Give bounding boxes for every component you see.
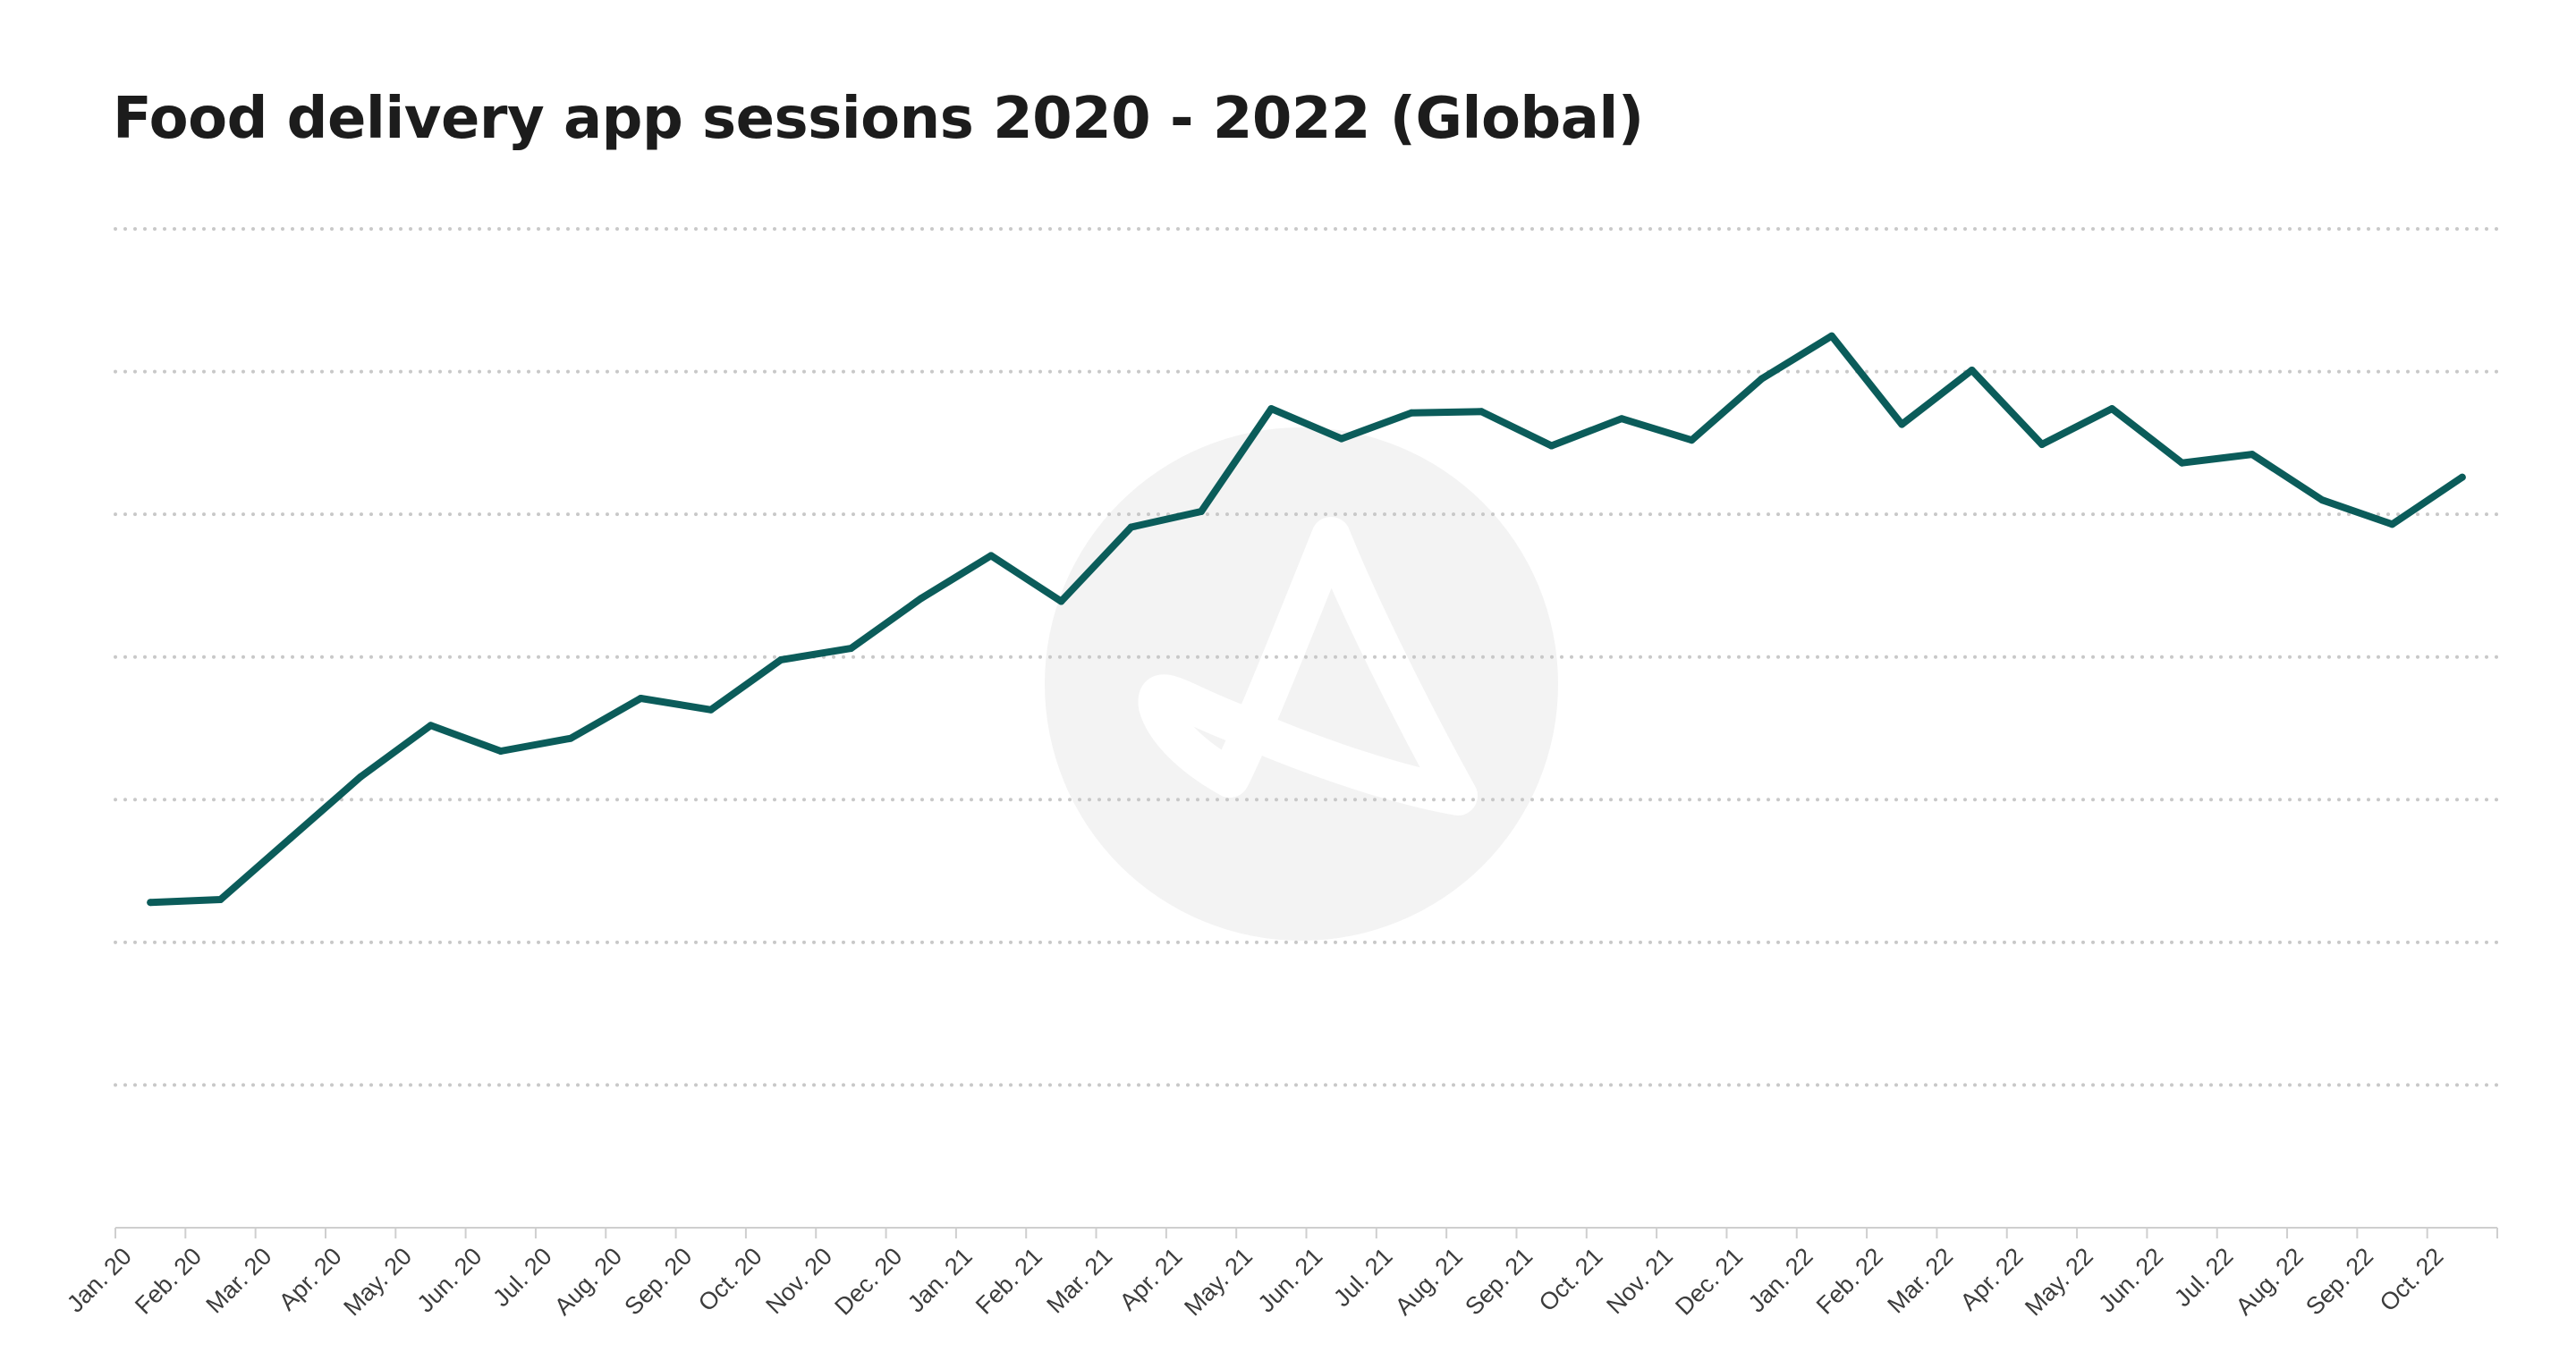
x-tick-label: Jan. 21 bbox=[902, 1243, 978, 1318]
data-point-33 bbox=[2458, 473, 2466, 481]
x-tick-label: Sep. 22 bbox=[2301, 1243, 2378, 1321]
x-tick-label: Jul. 22 bbox=[2169, 1243, 2238, 1312]
x-tick-label: Oct. 21 bbox=[1534, 1243, 1608, 1317]
brand-logo-watermark-icon bbox=[1045, 427, 1558, 941]
x-tick-label: Jul. 21 bbox=[1328, 1243, 1397, 1312]
x-tick-label: Feb. 20 bbox=[130, 1243, 207, 1320]
x-tick-label: Jun. 21 bbox=[1252, 1243, 1327, 1318]
data-point-9 bbox=[777, 655, 785, 663]
data-point-6 bbox=[567, 734, 575, 742]
x-tick-label: Mar. 21 bbox=[1041, 1243, 1117, 1319]
data-point-25 bbox=[1898, 420, 1906, 428]
data-point-0 bbox=[147, 899, 155, 907]
x-tick-label: Aug. 22 bbox=[2231, 1243, 2309, 1321]
x-tick-label: Aug. 20 bbox=[549, 1243, 627, 1321]
data-point-14 bbox=[1127, 523, 1135, 531]
chart-title: Food delivery app sessions 2020 - 2022 (… bbox=[113, 86, 1644, 152]
data-point-31 bbox=[2318, 496, 2326, 504]
data-point-16 bbox=[1267, 405, 1275, 413]
x-tick-label: Sep. 21 bbox=[1460, 1243, 1538, 1321]
x-tick-label: Feb. 22 bbox=[1811, 1243, 1888, 1320]
data-point-28 bbox=[2108, 405, 2116, 413]
x-tick-label: Jan. 22 bbox=[1743, 1243, 1818, 1318]
x-tick-label: May. 20 bbox=[338, 1243, 417, 1322]
data-point-10 bbox=[847, 645, 855, 653]
data-point-5 bbox=[496, 748, 504, 755]
x-tick-label: May. 22 bbox=[2020, 1243, 2098, 1322]
data-point-13 bbox=[1057, 597, 1065, 605]
data-point-21 bbox=[1618, 415, 1625, 423]
data-point-24 bbox=[1827, 332, 1835, 340]
data-point-18 bbox=[1408, 409, 1415, 417]
x-tick-label: May. 21 bbox=[1179, 1243, 1258, 1322]
data-point-23 bbox=[1758, 375, 1766, 383]
data-point-27 bbox=[2038, 441, 2046, 448]
data-point-17 bbox=[1337, 435, 1345, 443]
data-point-12 bbox=[987, 552, 995, 560]
x-tick-label: Jun. 22 bbox=[2093, 1243, 2168, 1318]
data-point-1 bbox=[216, 896, 225, 903]
data-point-8 bbox=[707, 706, 715, 714]
x-tick-label: Aug. 21 bbox=[1390, 1243, 1468, 1321]
data-point-19 bbox=[1478, 408, 1486, 416]
data-point-3 bbox=[357, 773, 365, 781]
x-tick-label: Sep. 20 bbox=[619, 1243, 697, 1321]
x-tick-label: Nov. 21 bbox=[1601, 1243, 1678, 1320]
x-tick-label: Dec. 21 bbox=[1670, 1243, 1748, 1321]
x-tick-label: Dec. 20 bbox=[829, 1243, 907, 1321]
x-tick-label: Jan. 20 bbox=[62, 1243, 137, 1318]
x-tick-label: Mar. 22 bbox=[1882, 1243, 1958, 1319]
data-point-30 bbox=[2248, 451, 2256, 459]
x-tick-label: Apr. 21 bbox=[1114, 1243, 1188, 1316]
x-axis bbox=[114, 1227, 2498, 1238]
x-tick-label: Jul. 20 bbox=[487, 1243, 556, 1312]
data-point-32 bbox=[2388, 520, 2396, 528]
data-point-11 bbox=[917, 595, 925, 603]
x-tick-label: Apr. 20 bbox=[274, 1243, 347, 1316]
series-layer bbox=[147, 332, 2466, 907]
data-point-4 bbox=[427, 722, 435, 730]
data-point-7 bbox=[637, 695, 645, 702]
x-tick-label: Nov. 20 bbox=[760, 1243, 837, 1320]
x-tick-label: Mar. 20 bbox=[201, 1243, 277, 1319]
x-tick-label: Jun. 20 bbox=[412, 1243, 487, 1318]
x-tick-label: Apr. 22 bbox=[1955, 1243, 2029, 1316]
grid-lines bbox=[114, 227, 2499, 1087]
data-point-26 bbox=[1968, 367, 1976, 374]
data-point-29 bbox=[2178, 459, 2186, 467]
data-point-22 bbox=[1688, 436, 1696, 444]
data-point-2 bbox=[286, 834, 294, 842]
x-tick-label: Feb. 21 bbox=[970, 1243, 1047, 1320]
x-tick-label: Oct. 20 bbox=[693, 1243, 767, 1317]
data-point-15 bbox=[1198, 508, 1205, 515]
series-line bbox=[147, 332, 2466, 907]
data-point-20 bbox=[1547, 442, 1555, 450]
x-tick-label: Oct. 22 bbox=[2375, 1243, 2449, 1317]
